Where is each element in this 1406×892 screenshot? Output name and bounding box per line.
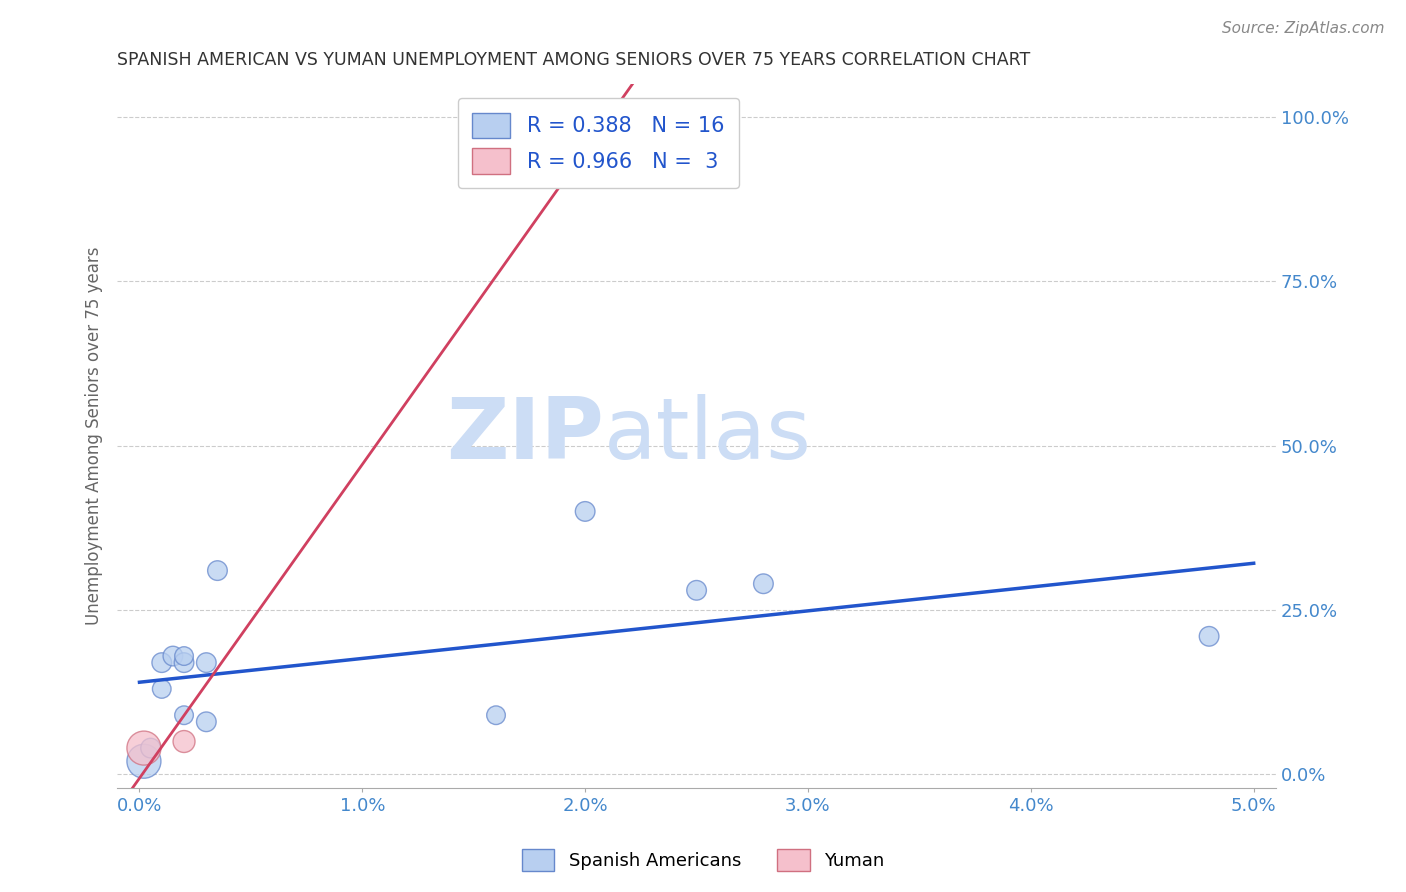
Point <box>173 734 195 748</box>
Point <box>150 681 173 696</box>
Point <box>132 741 155 756</box>
Point <box>132 754 155 768</box>
Point <box>173 656 195 670</box>
Point <box>173 708 195 723</box>
Text: ZIP: ZIP <box>446 394 603 477</box>
Point <box>685 583 707 598</box>
Text: atlas: atlas <box>603 394 811 477</box>
Point <box>195 714 218 729</box>
Point <box>485 708 508 723</box>
Point <box>596 110 619 124</box>
Point <box>150 656 173 670</box>
Text: Source: ZipAtlas.com: Source: ZipAtlas.com <box>1222 21 1385 36</box>
Text: SPANISH AMERICAN VS YUMAN UNEMPLOYMENT AMONG SENIORS OVER 75 YEARS CORRELATION C: SPANISH AMERICAN VS YUMAN UNEMPLOYMENT A… <box>117 51 1031 69</box>
Y-axis label: Unemployment Among Seniors over 75 years: Unemployment Among Seniors over 75 years <box>86 246 103 625</box>
Point <box>173 648 195 663</box>
Point <box>207 564 229 578</box>
Point <box>195 656 218 670</box>
Point <box>162 648 184 663</box>
Point <box>139 741 162 756</box>
Legend: R = 0.388   N = 16, R = 0.966   N =  3: R = 0.388 N = 16, R = 0.966 N = 3 <box>458 98 738 188</box>
Point <box>574 504 596 518</box>
Point <box>752 576 775 591</box>
Legend: Spanish Americans, Yuman: Spanish Americans, Yuman <box>515 842 891 879</box>
Point <box>1198 629 1220 643</box>
